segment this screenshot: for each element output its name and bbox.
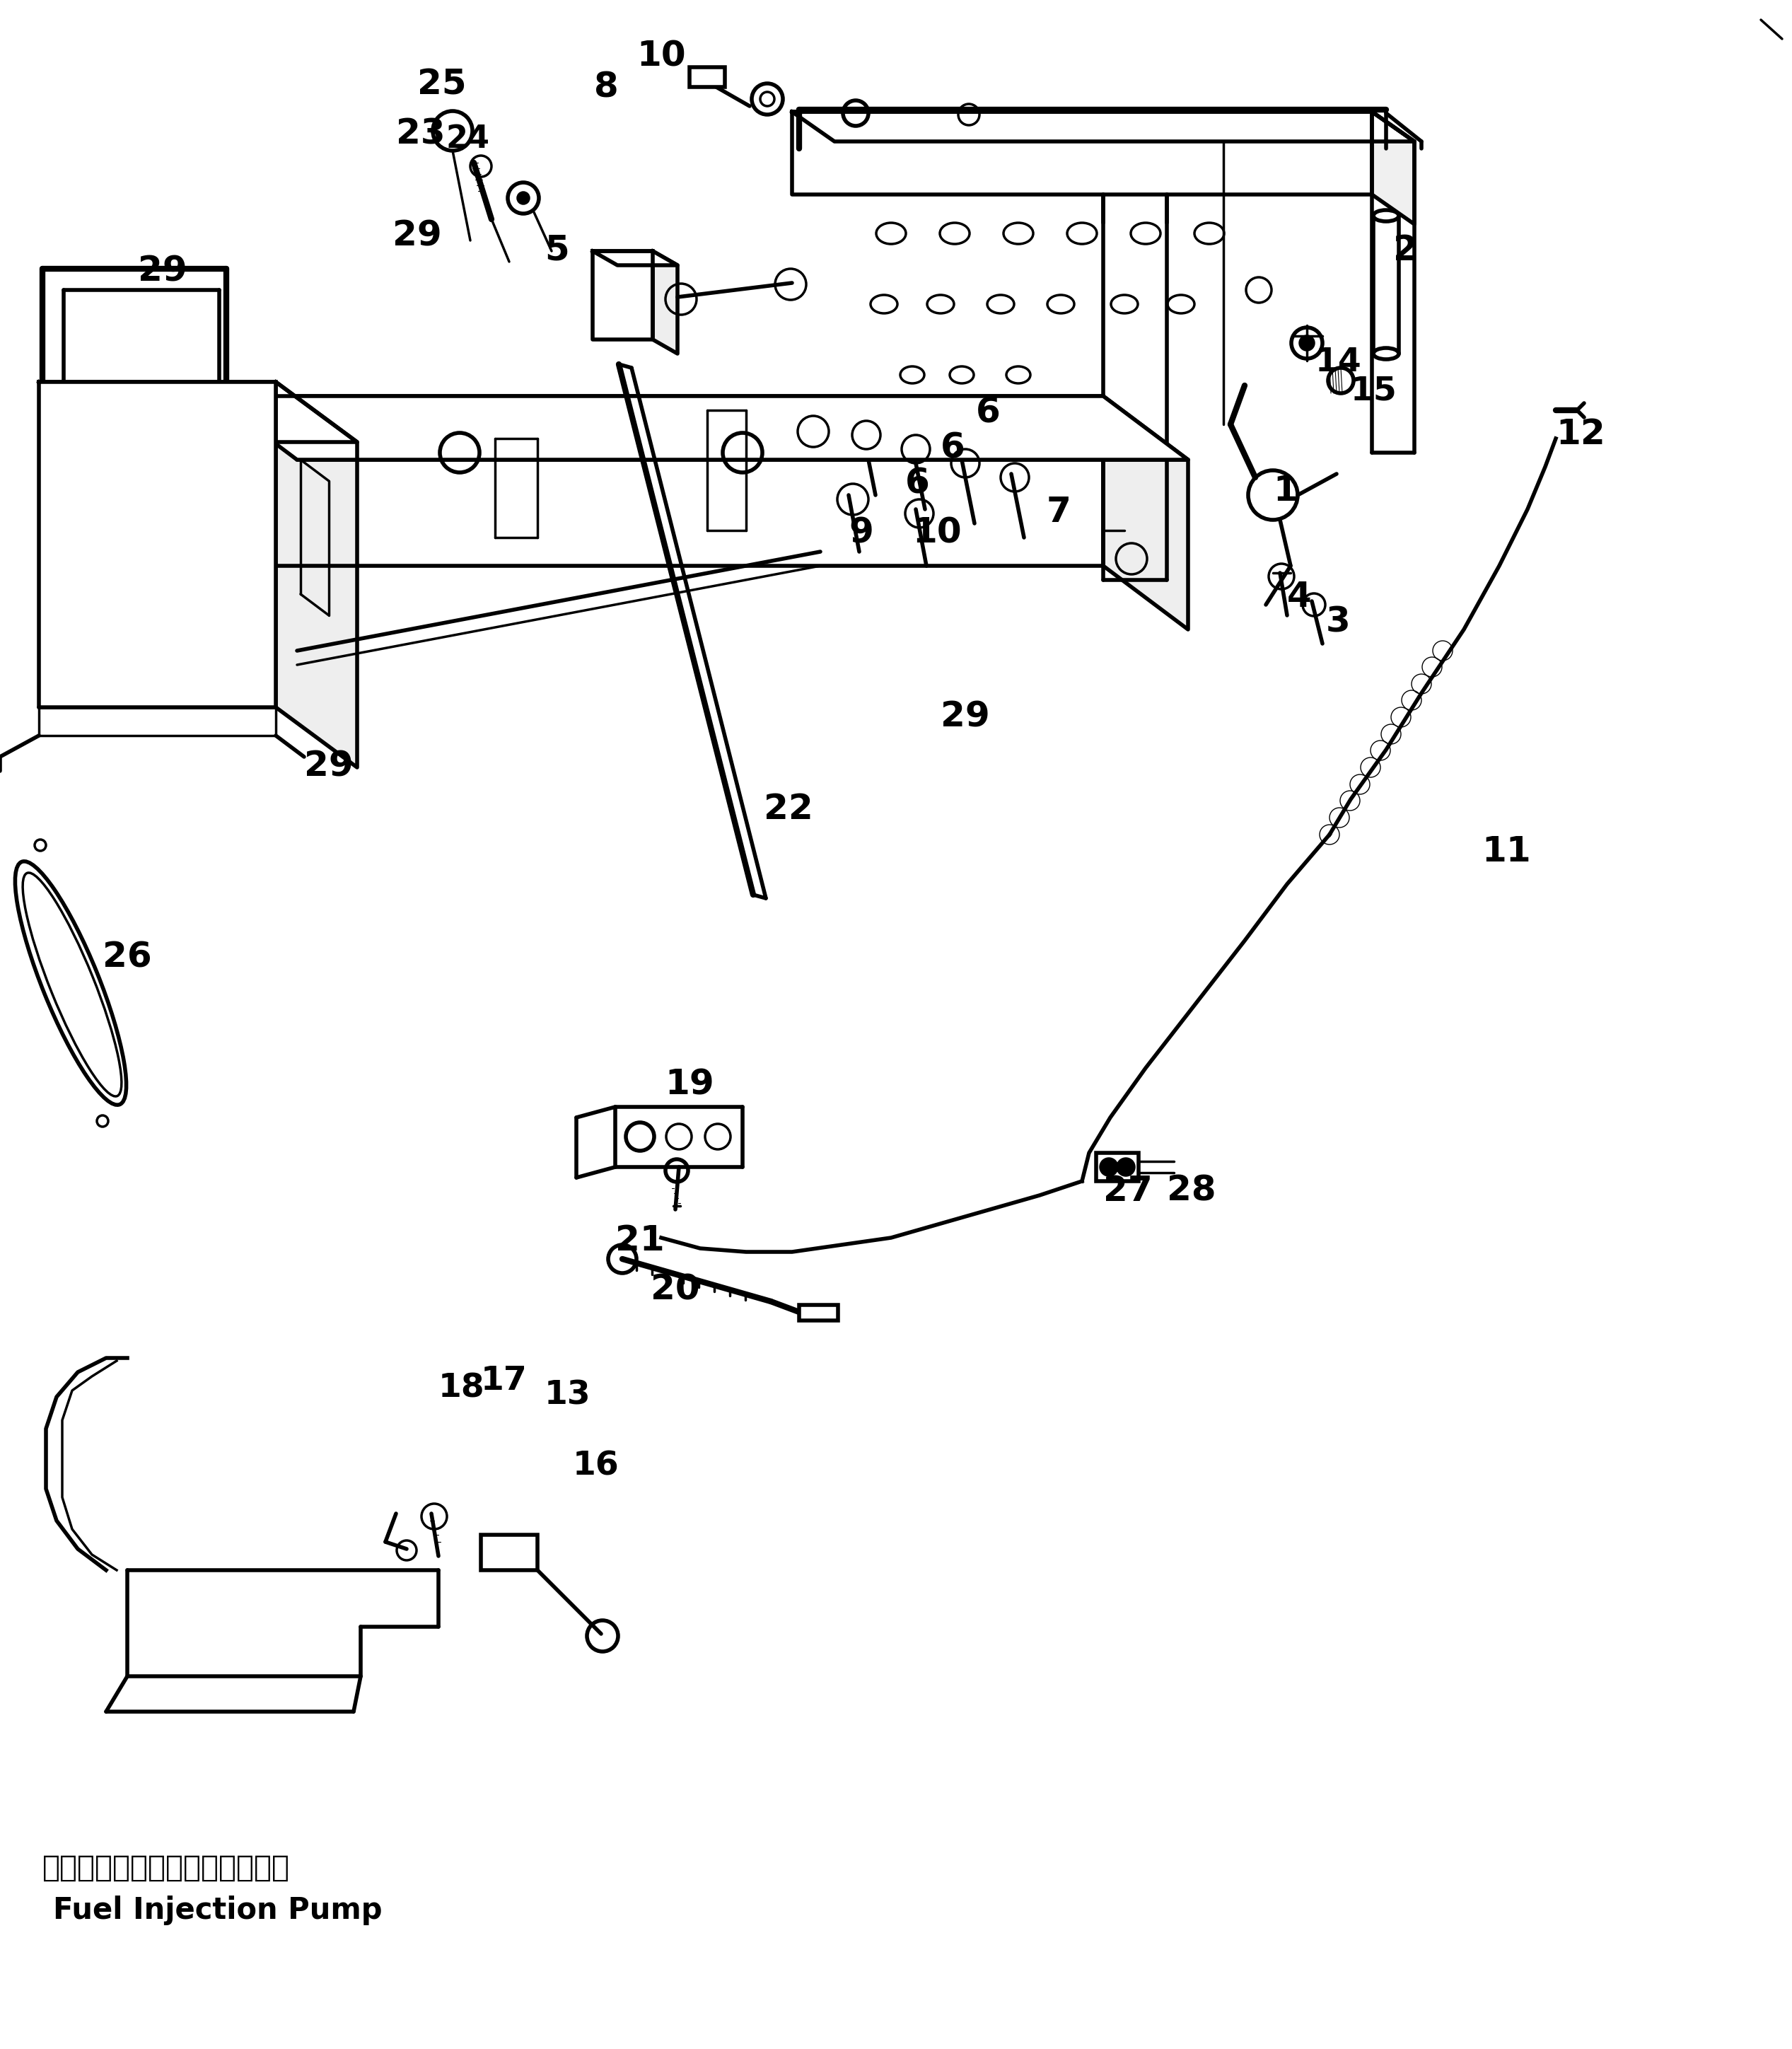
Polygon shape — [211, 395, 1188, 459]
Text: 16: 16 — [573, 1451, 620, 1481]
Text: 17: 17 — [480, 1365, 527, 1397]
Bar — [1097, 1154, 1138, 1180]
Polygon shape — [211, 395, 1104, 566]
Circle shape — [1299, 336, 1314, 350]
Text: 27: 27 — [1104, 1174, 1152, 1209]
Polygon shape — [39, 381, 357, 443]
Text: フェルインジェクションポンプ: フェルインジェクションポンプ — [43, 1852, 290, 1883]
Text: 23: 23 — [396, 117, 444, 152]
Text: 2: 2 — [1392, 234, 1417, 266]
Circle shape — [34, 840, 47, 850]
Text: 6: 6 — [941, 432, 966, 465]
Text: 6: 6 — [977, 395, 1000, 430]
Text: 29: 29 — [305, 750, 353, 783]
Text: 12: 12 — [1555, 418, 1606, 451]
Text: 29: 29 — [941, 701, 989, 734]
Circle shape — [97, 1115, 108, 1127]
Polygon shape — [276, 381, 357, 768]
Text: 1: 1 — [1272, 473, 1297, 508]
Text: 28: 28 — [1167, 1174, 1217, 1209]
Circle shape — [1100, 1158, 1118, 1176]
Polygon shape — [593, 252, 677, 264]
Polygon shape — [792, 113, 1414, 141]
Text: 20: 20 — [650, 1272, 701, 1307]
Polygon shape — [1104, 395, 1188, 629]
Text: 22: 22 — [763, 793, 814, 826]
Polygon shape — [211, 395, 297, 629]
Text: 11: 11 — [1482, 834, 1530, 869]
Text: 7: 7 — [1047, 496, 1072, 529]
Text: 19: 19 — [665, 1068, 713, 1102]
Text: 18: 18 — [439, 1373, 486, 1404]
Text: 21: 21 — [615, 1223, 665, 1258]
Text: 3: 3 — [1326, 604, 1351, 639]
Text: 9: 9 — [849, 516, 873, 551]
Text: 5: 5 — [545, 234, 570, 266]
Text: 10: 10 — [912, 516, 962, 551]
Text: 25: 25 — [418, 68, 466, 100]
Polygon shape — [593, 252, 652, 340]
Polygon shape — [792, 113, 1373, 195]
Text: 13: 13 — [545, 1379, 591, 1412]
Text: 15: 15 — [1351, 375, 1398, 406]
Bar — [799, 1305, 839, 1320]
Text: 26: 26 — [102, 940, 152, 975]
Text: 29: 29 — [392, 219, 443, 254]
Bar — [480, 1535, 538, 1570]
Polygon shape — [652, 252, 677, 354]
Text: 10: 10 — [636, 39, 686, 74]
Text: Fuel Injection Pump: Fuel Injection Pump — [54, 1895, 382, 1926]
Polygon shape — [39, 381, 276, 707]
Ellipse shape — [14, 861, 125, 1104]
Text: 24: 24 — [446, 123, 489, 154]
Circle shape — [1118, 1158, 1134, 1176]
Text: 8: 8 — [593, 72, 618, 104]
Text: 4: 4 — [1287, 580, 1312, 615]
Text: 14: 14 — [1315, 346, 1362, 379]
Polygon shape — [1373, 113, 1414, 223]
Circle shape — [518, 193, 529, 203]
Text: 29: 29 — [138, 254, 186, 289]
Text: 6: 6 — [905, 467, 930, 500]
Bar — [690, 68, 724, 86]
